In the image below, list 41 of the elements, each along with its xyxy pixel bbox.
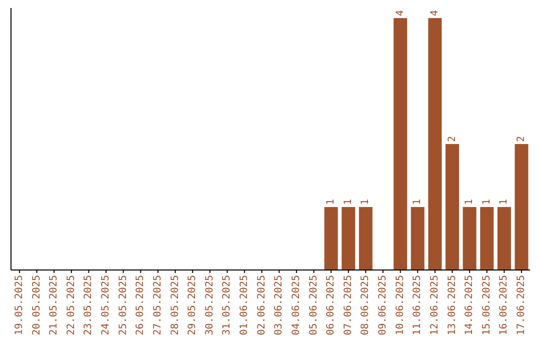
- x-tick-label: 14.06.2025: [464, 275, 476, 336]
- data-label: 2: [446, 136, 458, 142]
- x-tick-label: 24.05.2025: [100, 275, 112, 336]
- x-tick-label: 20.05.2025: [31, 275, 42, 336]
- x-tick-label: 19.05.2025: [14, 275, 25, 336]
- data-label: 1: [498, 198, 510, 206]
- x-tick-label: 12.06.2025: [429, 275, 440, 336]
- x-tick-label: 02.06.2025: [256, 275, 268, 336]
- x-tick-label: 16.06.2025: [498, 275, 510, 336]
- data-label: 1: [326, 198, 337, 206]
- x-tick-label: 09.06.2025: [378, 275, 389, 336]
- data-label: 4: [429, 10, 440, 16]
- x-tick-label: 01.06.2025: [239, 275, 250, 336]
- x-tick-label: 26.05.2025: [135, 275, 146, 336]
- x-tick-label: 30.05.2025: [204, 275, 216, 336]
- x-tick-label: 08.06.2025: [360, 275, 372, 336]
- x-tick-label: 05.06.2025: [308, 275, 320, 336]
- x-tick-label: 15.06.2025: [481, 275, 492, 336]
- x-tick-label: 31.05.2025: [222, 275, 233, 336]
- data-label: 1: [481, 198, 492, 206]
- data-label: 1: [412, 198, 424, 206]
- data-label: 4: [394, 10, 406, 16]
- x-tick-label: 04.06.2025: [290, 275, 302, 336]
- x-tick-label: 11.06.2025: [412, 275, 424, 336]
- x-tick-label: 27.05.2025: [152, 275, 164, 336]
- x-tick-label: 21.05.2025: [48, 275, 60, 336]
- x-tick-label: 07.06.2025: [342, 275, 354, 336]
- x-tick-label: 23.05.2025: [83, 275, 94, 336]
- x-tick-label: 13.06.2025: [446, 275, 458, 336]
- x-tick-label: 25.05.2025: [118, 275, 129, 336]
- data-label: 1: [360, 198, 372, 206]
- x-tick-label: 22.05.2025: [66, 275, 77, 336]
- x-tick-label: 28.05.2025: [170, 275, 181, 336]
- data-label: 1: [464, 198, 476, 206]
- data-label: 1: [342, 198, 354, 206]
- x-tick-label: 17.06.2025: [516, 275, 528, 336]
- x-tick-label: 06.06.2025: [326, 275, 337, 336]
- x-tick-label: 10.06.2025: [394, 275, 406, 336]
- x-tick-label: 29.05.2025: [187, 275, 198, 336]
- x-tick-label: 03.06.2025: [274, 275, 285, 336]
- data-label: 2: [516, 136, 528, 142]
